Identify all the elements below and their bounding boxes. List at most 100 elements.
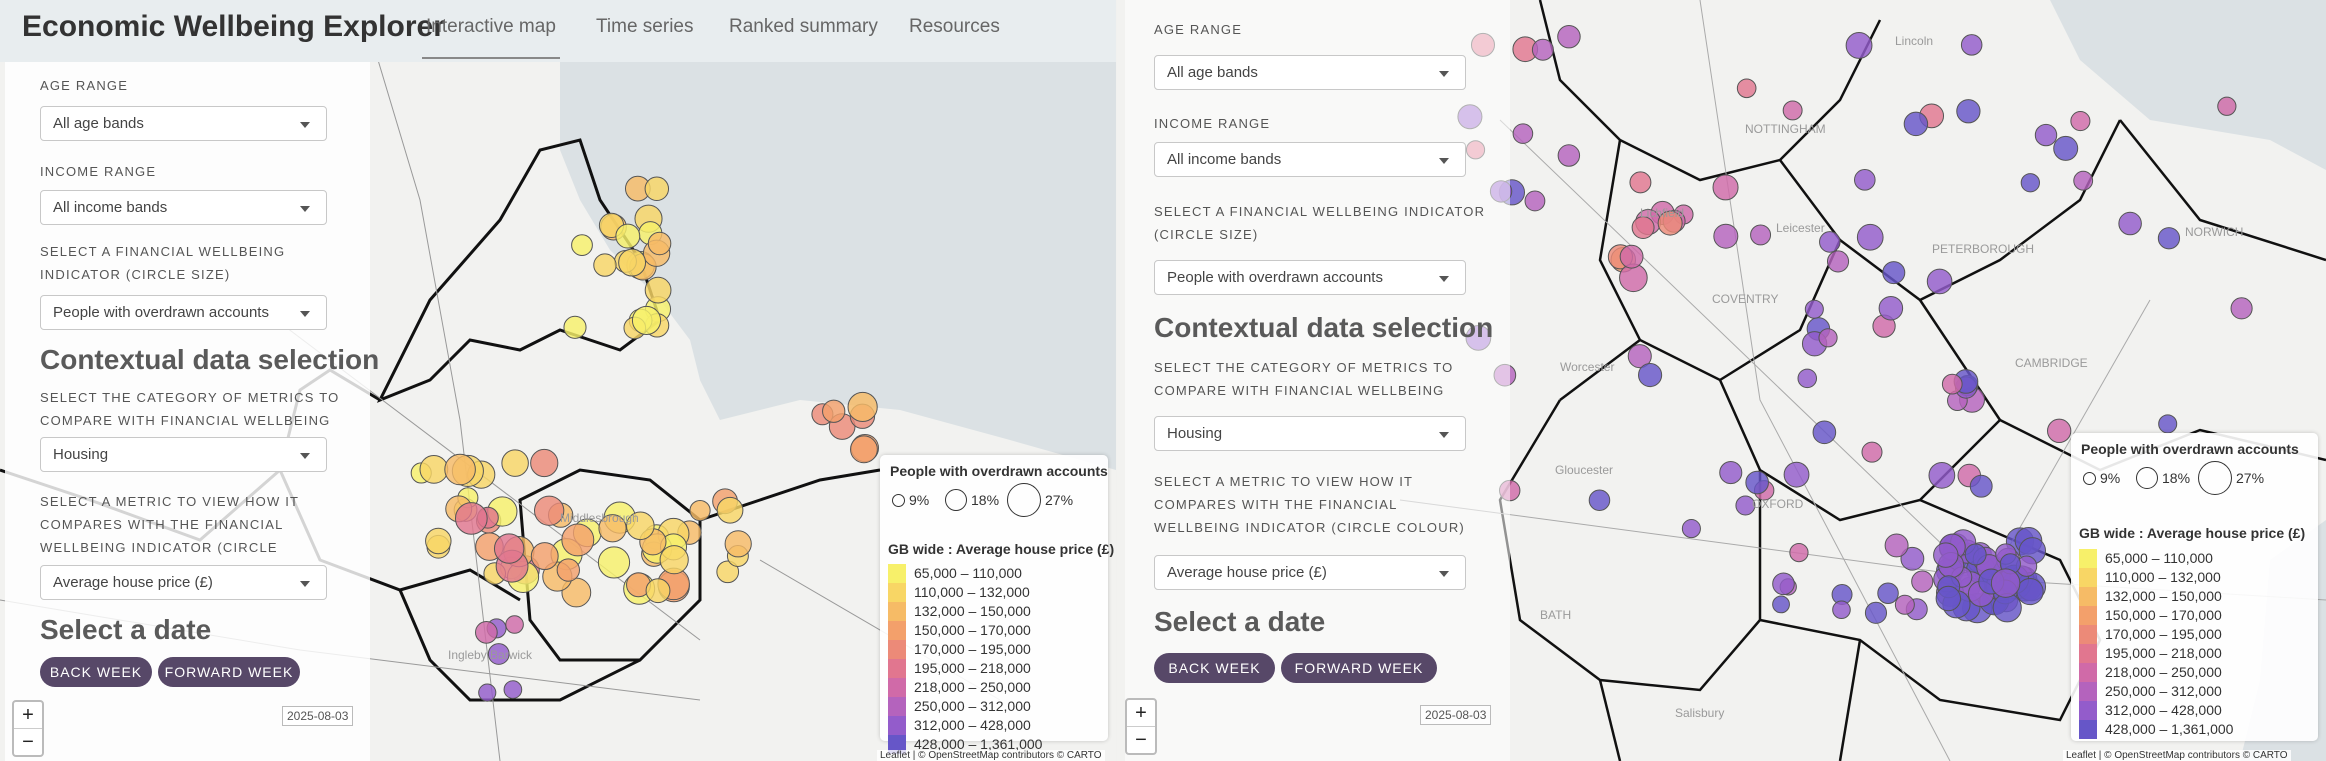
map-circle[interactable] — [644, 176, 670, 202]
map-circle[interactable] — [503, 680, 523, 699]
map-circle[interactable] — [598, 514, 627, 543]
select[interactable]: People with overdrawn accounts — [1154, 260, 1466, 295]
map-circle[interactable] — [2053, 135, 2079, 161]
map-circle[interactable] — [571, 234, 593, 256]
map-circle[interactable] — [2118, 211, 2142, 236]
map-circle[interactable] — [1588, 489, 1611, 511]
map-circle[interactable] — [1804, 299, 1824, 319]
tab[interactable]: Ranked summary — [729, 16, 878, 37]
map-circle[interactable] — [1512, 123, 1534, 144]
map-circle[interactable] — [1531, 38, 1554, 61]
map-circle[interactable] — [2034, 123, 2058, 147]
map-circle[interactable] — [2158, 414, 2178, 434]
select[interactable]: Average house price (£) — [40, 565, 327, 600]
map-circle[interactable] — [1557, 24, 1581, 49]
map-circle[interactable] — [1712, 174, 1739, 201]
map-circle[interactable] — [1629, 171, 1652, 194]
map-circle[interactable] — [847, 391, 878, 423]
map-circle[interactable] — [501, 449, 529, 477]
map-circle[interactable] — [1969, 474, 1993, 498]
forward-button[interactable]: FORWARD WEEK — [158, 657, 300, 687]
map-circle[interactable] — [822, 399, 846, 423]
map-circle[interactable] — [1900, 546, 1925, 571]
map-circle[interactable] — [444, 453, 476, 486]
map-circle[interactable] — [478, 683, 497, 702]
select[interactable]: All income bands — [40, 190, 327, 225]
back-button[interactable]: BACK WEEK — [40, 657, 152, 687]
map-circle[interactable] — [1832, 600, 1851, 620]
map-circle[interactable] — [716, 560, 740, 584]
select[interactable]: All income bands — [1154, 142, 1466, 177]
map-circle[interactable] — [1750, 224, 1772, 246]
map-circle[interactable] — [2016, 577, 2044, 606]
select[interactable]: Average house price (£) — [1154, 555, 1466, 590]
map-circle[interactable] — [1619, 244, 1644, 269]
map-circle[interactable] — [1992, 593, 2022, 623]
map-circle[interactable] — [1941, 373, 1963, 395]
select[interactable]: Housing — [40, 437, 327, 472]
map-circle[interactable] — [1713, 223, 1739, 249]
map-circle[interactable] — [1631, 216, 1655, 240]
map-circle[interactable] — [534, 495, 565, 526]
map-circle[interactable] — [1960, 34, 1983, 56]
map-circle[interactable] — [1797, 368, 1818, 389]
select[interactable]: Housing — [1154, 416, 1466, 451]
map-circle[interactable] — [2157, 227, 2181, 250]
map-circle[interactable] — [645, 578, 671, 604]
map-circle[interactable] — [1789, 542, 1809, 563]
map-circle[interactable] — [2020, 173, 2040, 193]
map-circle[interactable] — [724, 530, 752, 558]
select[interactable]: People with overdrawn accounts — [40, 295, 327, 330]
map-circle[interactable] — [1956, 99, 1981, 124]
map-circle[interactable] — [1826, 250, 1850, 273]
map-circle[interactable] — [1736, 78, 1757, 99]
map-circle[interactable] — [2073, 170, 2094, 191]
map-circle[interactable] — [1557, 144, 1581, 167]
select[interactable]: All age bands — [1154, 55, 1466, 90]
map-circle[interactable] — [1933, 542, 1959, 568]
map-circle[interactable] — [2070, 111, 2091, 132]
zoom-out[interactable]: − — [1135, 729, 1147, 751]
map-circle[interactable] — [1818, 328, 1838, 348]
map-circle[interactable] — [1894, 594, 1915, 615]
map-circle[interactable] — [1903, 111, 1929, 137]
map-circle[interactable] — [1911, 570, 1934, 593]
tab[interactable]: Time series — [596, 16, 694, 37]
map-circle[interactable] — [1856, 223, 1884, 251]
map-circle[interactable] — [644, 276, 672, 304]
back-button[interactable]: BACK WEEK — [1154, 653, 1275, 683]
map-circle[interactable] — [1964, 543, 1987, 566]
map-circle[interactable] — [1782, 100, 1803, 121]
zoom-out[interactable]: − — [22, 731, 34, 753]
map-circle[interactable] — [2230, 297, 2253, 320]
zoom-in[interactable]: + — [14, 702, 42, 729]
map-circle[interactable] — [1719, 461, 1743, 485]
map-circle[interactable] — [475, 621, 498, 644]
map-circle[interactable] — [1638, 362, 1663, 388]
map-circle[interactable] — [530, 448, 559, 478]
select[interactable]: All age bands — [40, 106, 327, 141]
map-circle[interactable] — [1878, 295, 1904, 321]
map-circle[interactable] — [505, 615, 524, 634]
map-circle[interactable] — [1772, 572, 1795, 596]
map-circle[interactable] — [716, 496, 744, 524]
map-circle[interactable] — [2047, 418, 2072, 444]
map-circle[interactable] — [647, 231, 672, 256]
map-circle[interactable] — [615, 223, 641, 249]
map-circle[interactable] — [425, 527, 452, 555]
map-circle[interactable] — [1783, 461, 1810, 488]
map-circle[interactable] — [2217, 96, 2237, 116]
zoom-in[interactable]: + — [1127, 700, 1155, 727]
map-circle[interactable] — [1935, 585, 1962, 612]
tab[interactable]: Interactive map — [426, 16, 556, 37]
map-circle[interactable] — [419, 454, 449, 484]
map-circle[interactable] — [626, 511, 655, 541]
map-circle[interactable] — [1772, 595, 1790, 614]
map-circle[interactable] — [689, 499, 711, 522]
map-circle[interactable] — [454, 502, 488, 535]
map-circle[interactable] — [556, 558, 580, 582]
map-circle[interactable] — [1882, 261, 1906, 285]
map-circle[interactable] — [530, 542, 559, 571]
map-circle[interactable] — [1854, 169, 1876, 191]
map-circle[interactable] — [1657, 210, 1683, 236]
